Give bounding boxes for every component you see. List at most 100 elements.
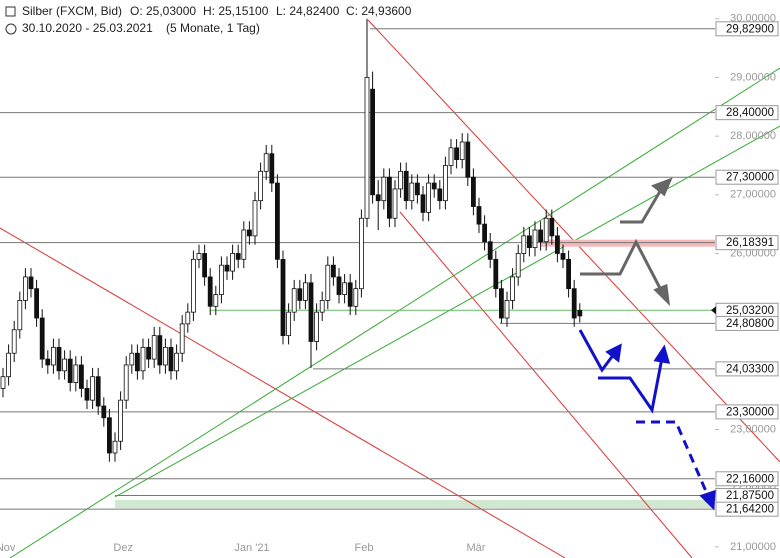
candle-body [140,346,146,372]
candle-body [442,165,448,202]
candle-body [157,335,163,366]
level-box [715,315,779,331]
candle-body [252,200,258,237]
ohlc: L: 24,82400 [276,4,340,18]
candle-body [202,253,208,278]
arrow [598,357,664,414]
candle-body [168,346,174,372]
candle-body [470,176,476,207]
candle-body [280,258,286,337]
candle-body [555,235,560,254]
level-box [715,404,779,420]
ohlc: O: 25,03000 [130,4,196,18]
candle-body [476,206,482,225]
arrowhead [651,177,673,197]
trend-line [9,67,780,558]
candle-body [302,282,308,301]
candle-body [246,229,252,237]
candle-body [515,253,521,278]
candle-body [398,170,404,190]
level-label: 23,30000 [726,406,774,418]
candle-body [347,282,353,307]
header: Silber (FXCM, Bid) O: 25,03000 H: 25,151… [5,4,412,35]
candle-body [342,282,348,295]
trend-line [399,211,693,558]
candle-body [364,77,370,219]
candle-body [459,141,465,160]
arrowhead [605,343,622,363]
candle-body [521,235,527,254]
candle-body [162,346,168,366]
candle-body [6,352,11,378]
level-label: 25,03200 [726,305,774,317]
icon [5,23,17,35]
candle-body [392,188,398,219]
support-zone [115,500,715,508]
candle-body [403,170,409,202]
candle-body [123,364,129,401]
arrowhead [699,489,716,511]
x-tick-label: Nov [0,542,16,554]
candle-body [190,258,196,313]
candle-body [241,229,247,260]
candle-body [409,182,415,202]
candle-body [79,364,84,389]
level-label: 22,16000 [726,473,774,485]
price-marker [711,306,716,315]
level-label: 26,18391 [726,237,774,249]
candle-body [308,282,314,342]
level-box [715,361,779,377]
candle-body [101,405,107,419]
level-label: 21,64200 [726,504,774,516]
candle-body [28,276,34,290]
candle-body [11,329,17,354]
arrowhead [653,344,671,364]
candle-body [179,323,185,354]
level-label: 29,82900 [726,23,774,35]
y-tick-label: 29,00000 [730,71,776,83]
candle-body [549,217,555,237]
candle-body [571,288,577,319]
candle-body [146,346,152,360]
x-tick-label: Jan '21 [234,542,269,554]
candle-body [45,358,51,366]
level-box [715,235,779,251]
icon [5,6,16,17]
arrow [636,420,710,497]
candle-body [34,288,39,319]
candle-body [95,376,101,407]
candle-body [297,288,303,301]
level-label: 27,30000 [726,172,774,184]
candle-body [129,352,135,366]
arrowhead [653,283,671,307]
candle-body [437,188,443,202]
ohlc: H: 25,15100 [203,4,269,18]
candle-body [370,88,376,196]
y-tick-label: 27,00000 [730,189,776,201]
candle-body [286,311,292,337]
period-note: (5 Monate, 1 Tag) [166,21,260,35]
candle-body [487,241,493,260]
candle-body [174,352,180,372]
candle-body [51,346,56,366]
candle-body [386,176,392,219]
candle-body [84,388,90,401]
candle-body [482,223,488,243]
candle-body [414,182,420,196]
candle-body [504,300,510,319]
candle-body [291,288,297,313]
candle-body [112,440,118,454]
x-tick-label: Dez [113,542,133,554]
candle-body [498,288,504,319]
candle-body [22,276,28,301]
candle-body [465,141,471,178]
candle-body [566,258,571,290]
candle-body [263,153,269,172]
candle-body [532,229,538,249]
candle-body [426,182,432,213]
x-tick-label: Feb [355,542,374,554]
y-tick-label: 26,00000 [730,247,776,259]
y-tick-label: 21,00000 [730,541,776,553]
backdrop [0,19,780,558]
